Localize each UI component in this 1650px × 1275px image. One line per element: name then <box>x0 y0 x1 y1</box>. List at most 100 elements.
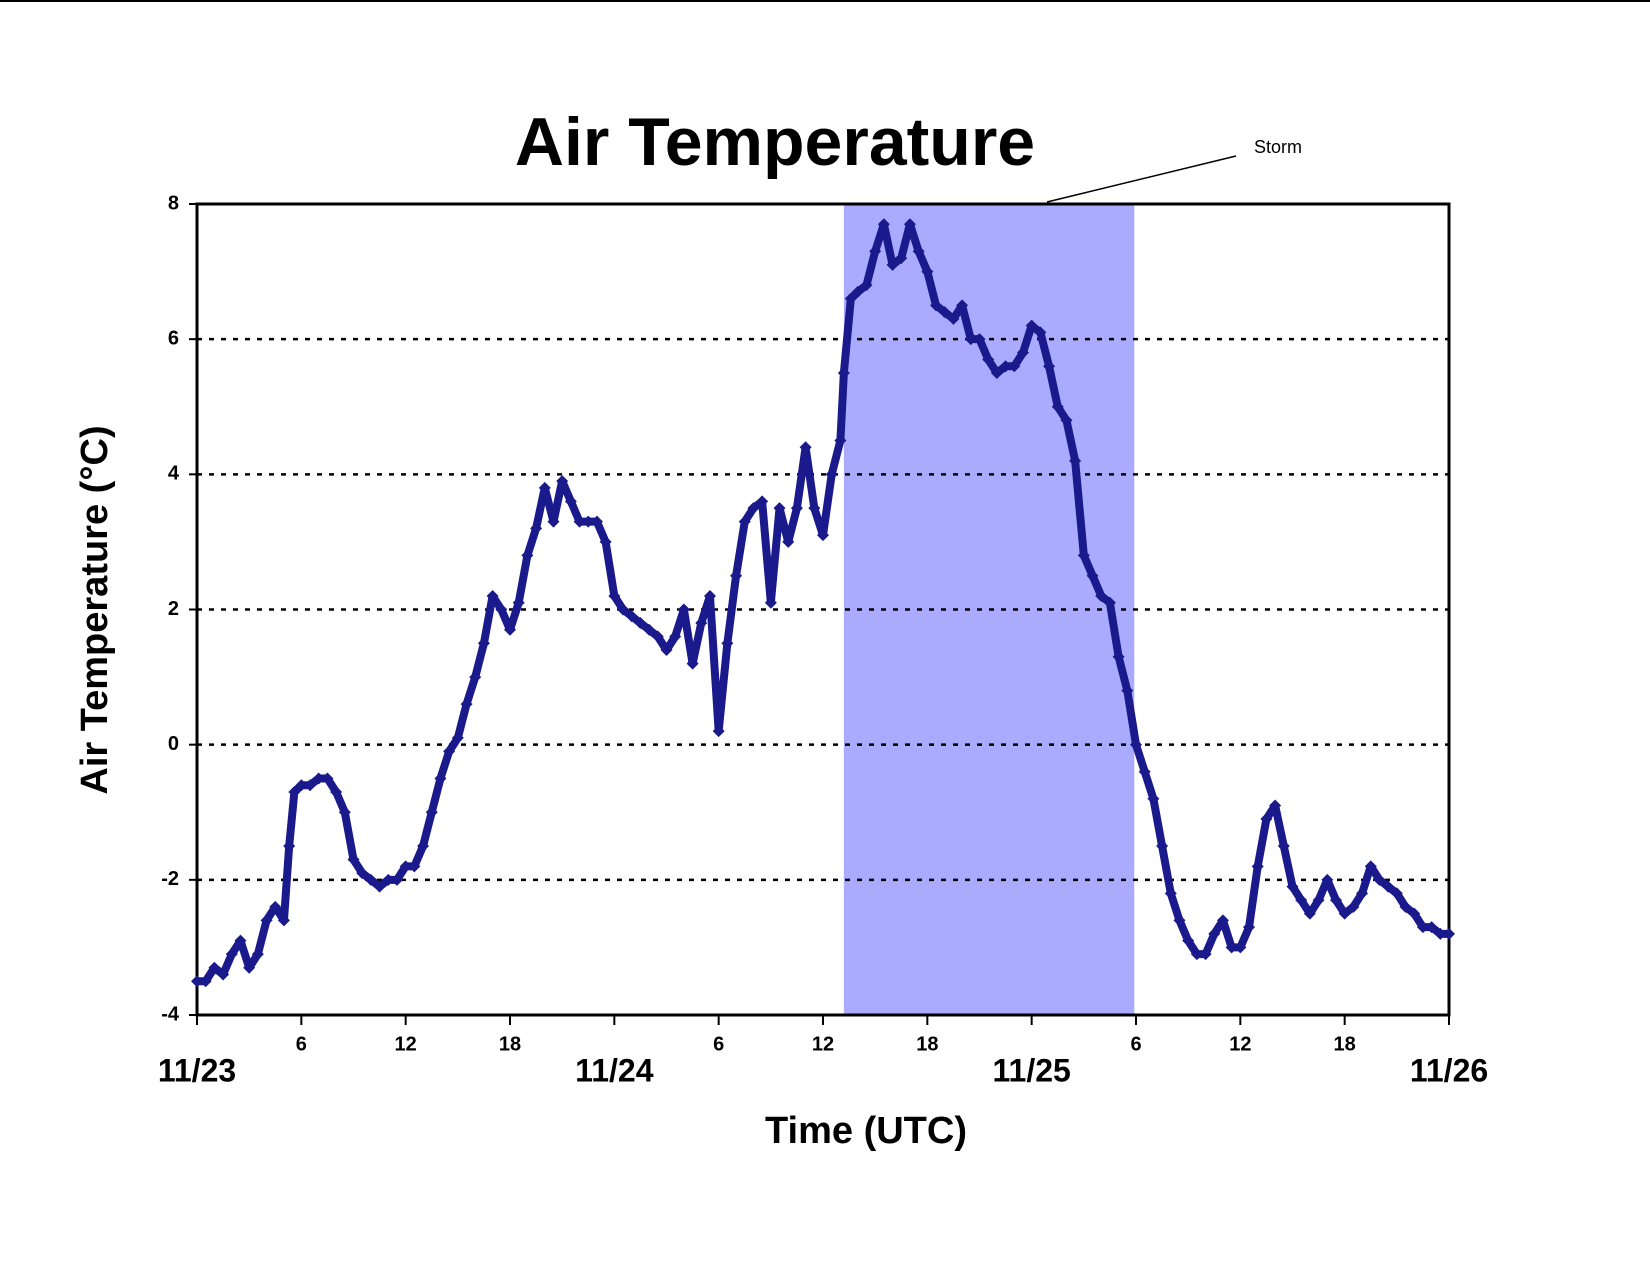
data-point <box>356 867 369 880</box>
data-point <box>1130 738 1142 751</box>
data-point <box>825 468 838 481</box>
data-point <box>921 265 934 278</box>
data-point <box>582 515 595 528</box>
data-point <box>399 860 412 873</box>
data-point <box>1138 765 1151 778</box>
data-point <box>834 434 847 447</box>
data-point <box>1416 921 1429 934</box>
data-point <box>425 806 438 819</box>
data-point <box>460 698 473 711</box>
data-point <box>1182 934 1195 947</box>
data-point <box>851 285 864 298</box>
data-point <box>964 333 977 346</box>
data-point <box>1190 948 1203 961</box>
data-point <box>869 245 882 258</box>
data-point <box>1251 860 1264 873</box>
data-point <box>1303 907 1316 920</box>
annotation-leader <box>1046 155 1237 203</box>
data-point <box>390 873 403 886</box>
y-axis-label: Air Temperature (°C) <box>74 425 116 794</box>
data-point <box>1338 907 1351 920</box>
data-point <box>860 279 873 292</box>
data-point <box>288 785 301 798</box>
data-point <box>1208 927 1221 940</box>
data-point <box>1243 921 1256 934</box>
data-point <box>669 630 682 643</box>
data-point <box>844 292 857 305</box>
data-point <box>956 299 969 312</box>
data-point <box>1408 907 1421 920</box>
data-point <box>295 779 308 792</box>
data-point <box>973 333 986 346</box>
y-tick-label: 4 <box>168 463 180 485</box>
data-point <box>1199 948 1212 961</box>
plot-frame <box>195 202 1451 1017</box>
data-point <box>1008 360 1021 373</box>
data-point <box>304 779 317 792</box>
data-point <box>573 515 586 528</box>
data-point <box>312 772 325 785</box>
data-point <box>1425 921 1438 934</box>
data-point <box>1356 887 1369 900</box>
data-point <box>625 610 638 623</box>
data-point <box>1225 941 1238 954</box>
x-hour-label: 12 <box>1229 1033 1251 1055</box>
data-point <box>930 299 943 312</box>
x-hour-label: 18 <box>499 1033 521 1055</box>
data-point <box>556 475 569 488</box>
data-point <box>608 589 621 602</box>
data-point <box>199 975 212 988</box>
data-point <box>1443 927 1455 940</box>
x-hour-label: 6 <box>296 1033 307 1055</box>
data-point <box>703 589 716 602</box>
data-point <box>634 617 647 630</box>
data-point <box>730 569 743 582</box>
data-point <box>417 840 430 853</box>
data-point <box>643 623 656 636</box>
data-point <box>1321 873 1334 886</box>
data-point <box>782 535 795 548</box>
data-point <box>1234 941 1247 954</box>
data-point <box>721 637 734 650</box>
data-point <box>1399 900 1412 913</box>
data-point <box>938 306 951 319</box>
data-point <box>590 515 603 528</box>
data-point <box>912 245 925 258</box>
data-point <box>1095 589 1108 602</box>
x-hour-label: 6 <box>713 1033 724 1055</box>
data-point <box>477 637 490 650</box>
data-point <box>408 860 421 873</box>
data-point <box>269 900 282 913</box>
data-point <box>790 502 803 515</box>
data-point <box>1390 887 1403 900</box>
data-point <box>321 772 334 785</box>
data-point <box>364 873 377 886</box>
data-point <box>1382 880 1395 893</box>
data-point <box>1329 894 1342 907</box>
data-point <box>738 515 751 528</box>
data-point <box>1164 887 1177 900</box>
data-point <box>599 535 612 548</box>
data-point <box>1312 894 1325 907</box>
data-point <box>799 441 812 454</box>
data-point <box>660 644 673 657</box>
data-point <box>1269 799 1282 812</box>
data-point <box>886 258 899 271</box>
data-point <box>521 549 534 562</box>
x-axis-label: Time (UTC) <box>765 1110 967 1152</box>
data-point <box>1103 596 1116 609</box>
data-point <box>1216 914 1229 927</box>
x-date-label: 11/24 <box>575 1052 654 1088</box>
x-date-label: 11/26 <box>1410 1052 1488 1088</box>
data-point <box>677 603 690 616</box>
data-point <box>504 623 516 636</box>
data-point <box>1347 900 1360 913</box>
data-point <box>208 961 221 974</box>
y-tick-label: 6 <box>168 327 179 349</box>
data-point <box>999 360 1012 373</box>
data-point <box>486 589 499 602</box>
x-hour-label: 18 <box>1334 1033 1356 1055</box>
data-point <box>1077 549 1090 562</box>
data-point <box>1121 684 1134 697</box>
